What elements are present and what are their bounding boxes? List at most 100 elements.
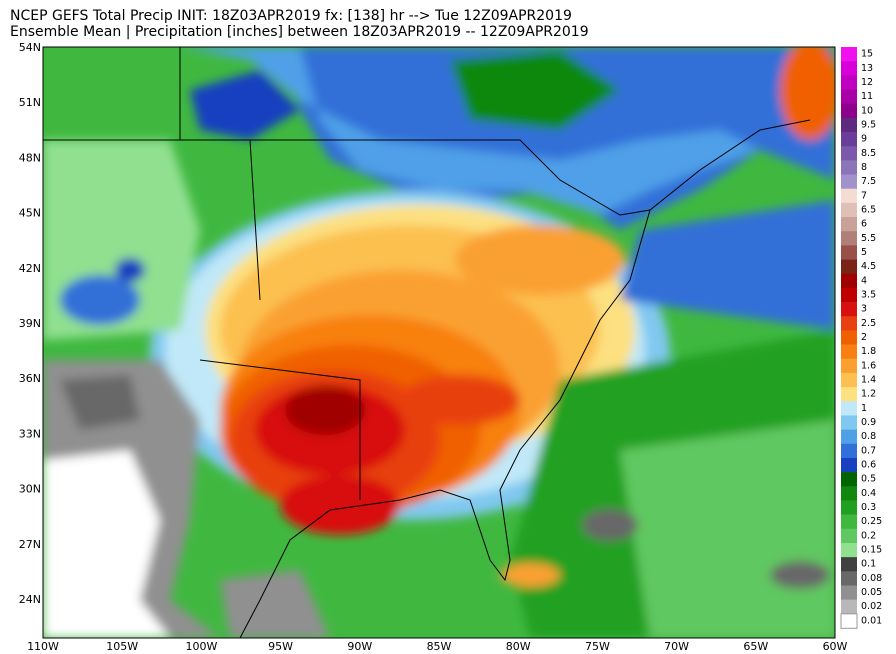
colorbar-label: 8.5	[861, 148, 876, 159]
colorbar-swatch	[841, 344, 857, 360]
colorbar-swatch	[841, 457, 857, 473]
colorbar-label: 0.1	[861, 559, 876, 570]
colorbar-label: 7.5	[861, 176, 876, 187]
colorbar-label: 1	[861, 403, 867, 414]
colorbar-label: 0.02	[861, 601, 882, 612]
colorbar-swatch	[840, 613, 858, 629]
colorbar-label: 1.4	[861, 375, 876, 386]
colorbar-swatch	[841, 188, 857, 204]
colorbar-label: 11	[861, 91, 873, 102]
colorbar-label: 0.25	[861, 516, 882, 527]
lon-label: 80W	[506, 640, 531, 653]
colorbar-label: 0.9	[861, 417, 876, 428]
colorbar-label: 10	[861, 105, 873, 116]
colorbar-swatch	[841, 217, 857, 232]
colorbar-label: 1.6	[861, 360, 876, 371]
lon-label: 95W	[268, 640, 293, 653]
lon-label: 70W	[664, 640, 689, 653]
colorbar-label: 0.01	[861, 615, 882, 626]
colorbar-label: 0.7	[861, 445, 876, 456]
lat-label: 30N	[19, 483, 41, 496]
colorbar-swatch	[841, 316, 857, 331]
lat-label: 45N	[19, 207, 41, 220]
precip-field	[43, 47, 835, 638]
colorbar-label: 6.5	[861, 204, 876, 215]
colorbar-label: 3	[861, 304, 867, 315]
colorbar-label: 4.5	[861, 261, 876, 272]
lat-label: 54N	[19, 41, 41, 54]
colorbar-swatch	[841, 259, 857, 275]
colorbar-label: 0.08	[861, 573, 882, 584]
lon-label: 85W	[427, 640, 452, 653]
lat-label: 36N	[19, 372, 41, 385]
colorbar-label: 7	[861, 190, 867, 201]
colorbar-swatch	[841, 372, 857, 388]
title-line-2: Ensemble Mean | Precipitation [inches] b…	[10, 24, 589, 40]
title-line-1: NCEP GEFS Total Precip INIT: 18Z03APR201…	[10, 8, 572, 24]
colorbar-label: 4	[861, 275, 867, 286]
colorbar-swatch	[841, 330, 857, 345]
colorbar-swatch	[841, 557, 857, 572]
colorbar-swatch	[841, 472, 857, 487]
colorbar-label: 1.2	[861, 389, 876, 400]
colorbar-swatch	[841, 358, 857, 374]
colorbar-label: 6	[861, 219, 867, 230]
colorbar-swatch	[841, 47, 857, 62]
colorbar-swatch	[841, 401, 857, 416]
colorbar-swatch	[841, 202, 857, 218]
colorbar-label: 5	[861, 247, 867, 258]
colorbar-swatch	[841, 585, 857, 600]
colorbar-label: 2	[861, 332, 867, 343]
colorbar-swatch	[841, 146, 857, 161]
colorbar-label: 3.5	[861, 289, 876, 300]
colorbar-label: 1.8	[861, 346, 876, 357]
colorbar-label: 0.8	[861, 431, 876, 442]
colorbar-swatch	[841, 160, 857, 175]
lat-label: 39N	[19, 317, 41, 330]
map-frame	[42, 46, 836, 639]
colorbar-swatch	[841, 599, 857, 615]
colorbar-swatch	[841, 287, 857, 303]
colorbar-swatch	[841, 103, 857, 119]
colorbar-label: 13	[861, 63, 873, 74]
colorbar-swatch	[841, 231, 857, 246]
colorbar-swatch	[841, 387, 857, 402]
colorbar-swatch	[841, 514, 857, 530]
colorbar-swatch	[841, 89, 857, 104]
colorbar-label: 9	[861, 134, 867, 145]
colorbar-swatch	[841, 132, 857, 147]
lat-label: 42N	[19, 262, 41, 275]
colorbar-swatch	[841, 500, 857, 515]
colorbar-label: 0.4	[861, 488, 876, 499]
lat-label: 24N	[19, 593, 41, 606]
colorbar-label: 5.5	[861, 233, 876, 244]
lat-label: 33N	[19, 427, 41, 440]
lon-label: 90W	[347, 640, 372, 653]
colorbar-swatch	[841, 415, 857, 430]
lat-label: 48N	[19, 151, 41, 164]
colorbar-swatch	[841, 542, 857, 558]
colorbar-swatch	[841, 486, 857, 501]
lon-label: 75W	[585, 640, 610, 653]
colorbar-label: 0.05	[861, 587, 882, 598]
colorbar-swatch	[841, 245, 857, 260]
lon-label: 110W	[27, 640, 59, 653]
colorbar-label: 8	[861, 162, 867, 173]
lat-label: 51N	[19, 96, 41, 109]
lon-label: 100W	[185, 640, 217, 653]
colorbar-swatch	[841, 117, 857, 133]
colorbar-label: 0.2	[861, 530, 876, 541]
colorbar-label: 0.3	[861, 502, 876, 513]
lon-label: 105W	[106, 640, 138, 653]
colorbar: 15131211109.598.587.576.565.554.543.532.…	[840, 47, 882, 629]
colorbar-label: 0.6	[861, 460, 876, 471]
colorbar-label: 9.5	[861, 119, 876, 130]
colorbar-label: 12	[861, 77, 873, 88]
colorbar-swatch	[841, 174, 857, 190]
colorbar-swatch	[841, 571, 857, 586]
lon-label: 65W	[743, 640, 768, 653]
colorbar-swatch	[841, 443, 857, 459]
colorbar-swatch	[841, 273, 857, 289]
